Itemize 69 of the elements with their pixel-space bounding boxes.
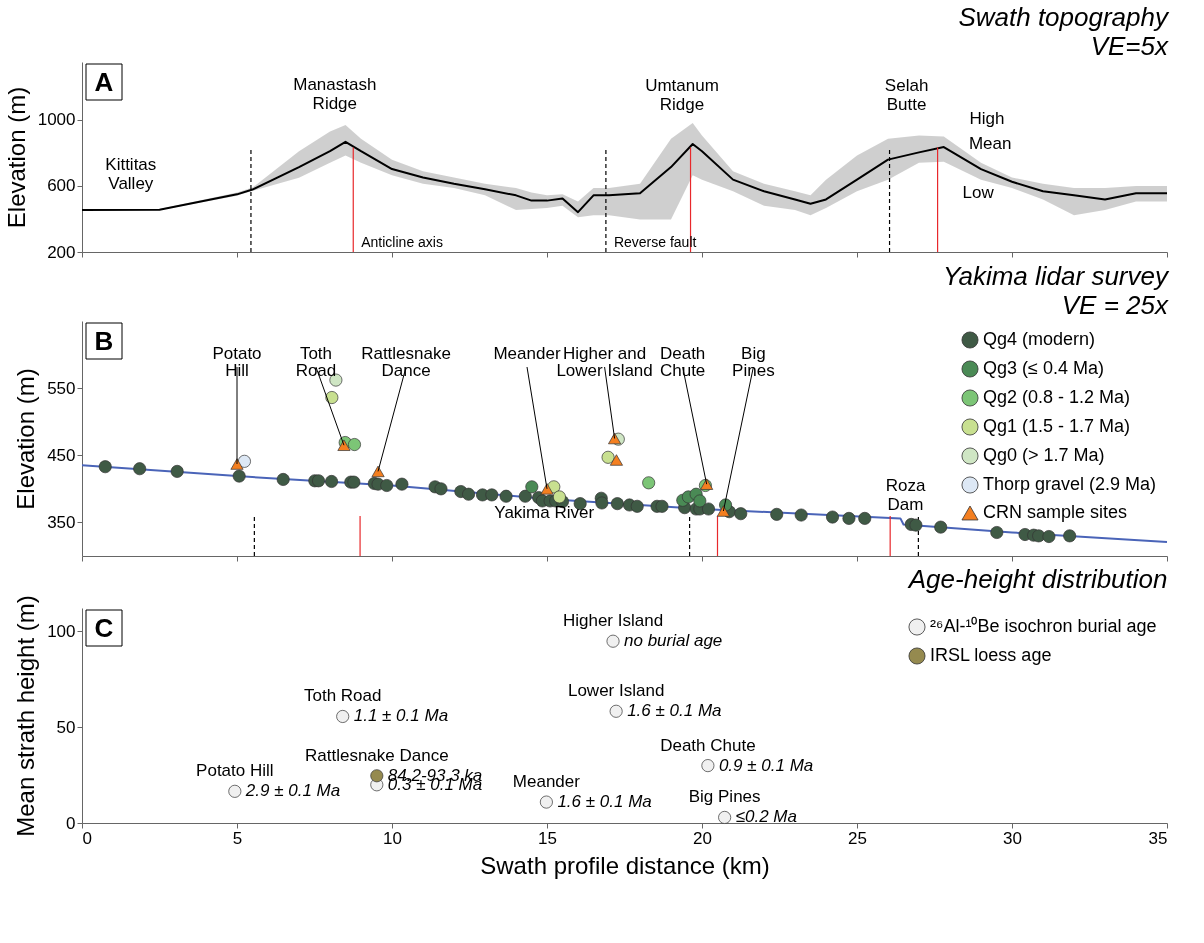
chart-title: Age-height distribution bbox=[906, 563, 1168, 594]
data-label: 2.9 ± 0.1 Ma bbox=[244, 781, 341, 801]
annotation: Higher Island bbox=[562, 611, 664, 631]
annotation: Mean bbox=[968, 133, 1012, 153]
annotation: Toth Road bbox=[295, 344, 337, 380]
y-tick-label: 550 bbox=[47, 378, 76, 398]
annotation: Rattlesnake Dance bbox=[304, 745, 449, 765]
legend-label: Qg1 (1.5 - 1.7 Ma) bbox=[983, 416, 1131, 436]
annotation: Big Pines bbox=[732, 344, 775, 380]
ref-line-label: Anticline axis bbox=[361, 234, 443, 250]
data-label: 1.6 ± 0.1 Ma bbox=[627, 701, 722, 721]
annotation: Lower Island bbox=[567, 681, 665, 701]
annotation: Selah Butte bbox=[884, 75, 929, 114]
annotation: Meander bbox=[493, 344, 561, 363]
annotation: Potato Hill bbox=[196, 761, 274, 781]
annotation: A bbox=[94, 67, 114, 97]
y-tick-label: 350 bbox=[47, 512, 76, 532]
annotation: Yakima River bbox=[494, 502, 595, 522]
y-tick-label: 50 bbox=[56, 717, 76, 737]
x-tick-label: 30 bbox=[1003, 828, 1022, 848]
legend-label: ²⁶Al-¹⁰Be isochron burial age bbox=[930, 616, 1157, 636]
y-axis-title: Mean strath height (m) bbox=[12, 595, 40, 837]
x-tick-label: 25 bbox=[848, 828, 867, 848]
data-label: ≤0.2 Ma bbox=[735, 807, 797, 827]
annotation: Kittitas Valley bbox=[105, 154, 157, 193]
annotation: Death Chute bbox=[659, 344, 706, 380]
data-label: 1.6 ± 0.1 Ma bbox=[557, 792, 652, 812]
data-label: 0.9 ± 0.1 Ma bbox=[718, 755, 814, 775]
legend-label: Qg3 (≤ 0.4 Ma) bbox=[983, 358, 1104, 378]
y-axis-title: Elevation (m) bbox=[12, 368, 40, 510]
annotation: C bbox=[94, 613, 114, 643]
x-tick-label: 10 bbox=[383, 828, 402, 848]
annotation: Low bbox=[962, 183, 995, 203]
y-tick-label: 200 bbox=[47, 242, 76, 262]
annotation: Umtanum Ridge bbox=[645, 75, 719, 114]
chart-title: Yakima lidar survey bbox=[943, 261, 1170, 291]
chart-subtitle: VE = 25x bbox=[1061, 290, 1169, 320]
y-tick-label: 450 bbox=[47, 445, 76, 465]
annotation: B bbox=[94, 326, 114, 356]
legend-label: Thorp gravel (2.9 Ma) bbox=[983, 474, 1157, 494]
legend-label: Qg4 (modern) bbox=[983, 329, 1096, 349]
annotation: Manastash Ridge bbox=[293, 74, 377, 113]
annotation: Toth Road bbox=[303, 686, 382, 706]
legend-label: Qg0 (> 1.7 Ma) bbox=[983, 445, 1105, 465]
data-label: no burial age bbox=[624, 631, 723, 651]
annotation: High bbox=[969, 109, 1005, 128]
chart-subtitle: VE=5x bbox=[1090, 31, 1169, 61]
legend-label: CRN sample sites bbox=[983, 502, 1128, 522]
legend-label: Qg2 (0.8 - 1.2 Ma) bbox=[983, 387, 1131, 407]
x-tick-label: 5 bbox=[232, 828, 243, 848]
annotation: Roza Dam bbox=[885, 475, 926, 514]
data-label: 1.1 ± 0.1 Ma bbox=[353, 706, 449, 726]
x-tick-label: 0 bbox=[82, 828, 92, 848]
annotation: Meander bbox=[512, 772, 581, 792]
y-tick-label: 600 bbox=[47, 176, 76, 196]
annotation: Big Pines bbox=[688, 787, 761, 807]
y-tick-label: 0 bbox=[66, 813, 76, 833]
annotation: Potato Hill bbox=[212, 344, 262, 380]
x-tick-label: 15 bbox=[538, 828, 557, 848]
annotation: Rattlesnake Dance bbox=[361, 344, 451, 380]
x-tick-label: 35 bbox=[1148, 828, 1168, 848]
legend-label: IRSL loess age bbox=[930, 645, 1052, 665]
x-axis-title: Swath profile distance (km) bbox=[480, 851, 770, 879]
annotation: Death Chute bbox=[660, 735, 756, 755]
y-axis-title: Elevation (m) bbox=[2, 86, 30, 229]
y-tick-label: 1000 bbox=[37, 110, 76, 130]
chart-title: Swath topography bbox=[958, 2, 1170, 32]
x-tick-label: 20 bbox=[693, 828, 712, 848]
y-tick-label: 100 bbox=[47, 621, 76, 641]
